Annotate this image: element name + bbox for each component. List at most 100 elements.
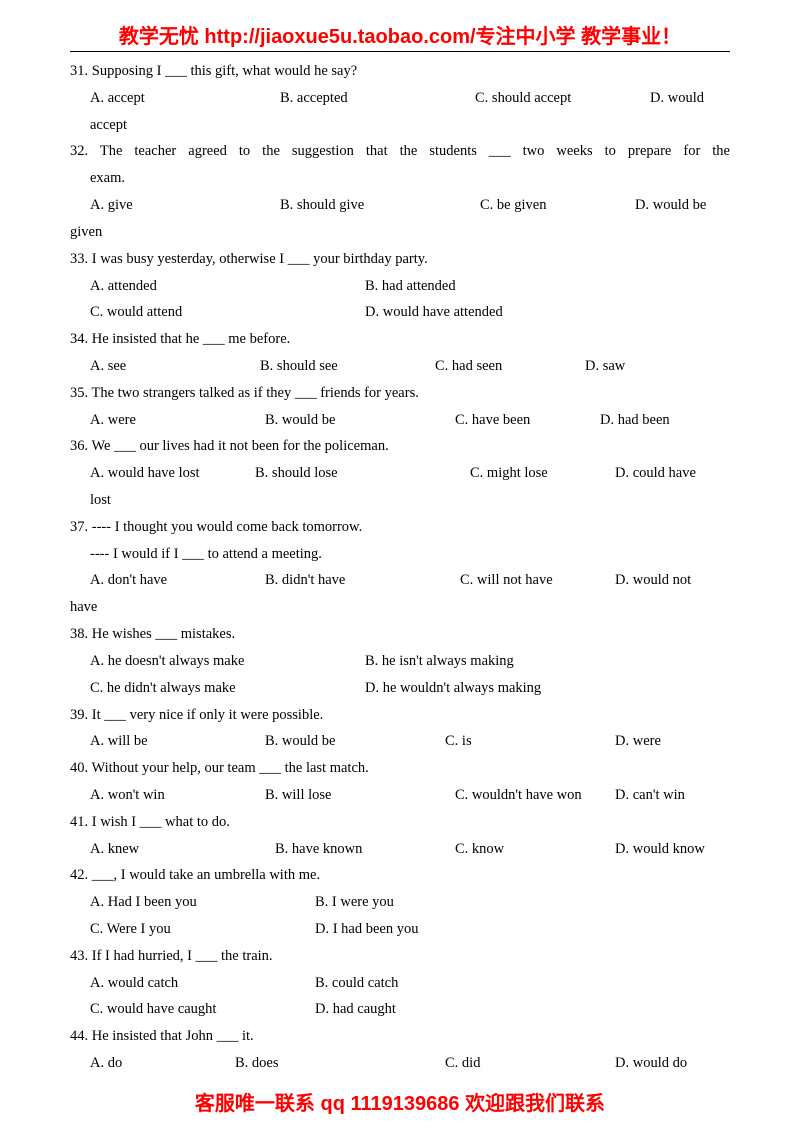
question-options: A. do B. does C. did D. would do [70, 1050, 730, 1077]
option-a: A. would catch [90, 970, 315, 997]
question-40: 40. Without your help, our team ___ the … [70, 755, 730, 809]
option-a: A. will be [90, 728, 265, 755]
option-b: B. should give [280, 192, 480, 219]
page-footer: 客服唯一联系 qq 1119139686 欢迎跟我们联系 [70, 1087, 730, 1116]
question-34: 34. He insisted that he ___ me before. A… [70, 326, 730, 380]
option-b: B. will lose [265, 782, 455, 809]
question-options: A. attended B. had attended C. would att… [70, 273, 730, 327]
question-stem: 33. I was busy yesterday, otherwise I __… [70, 246, 730, 273]
question-39: 39. It ___ very nice if only it were pos… [70, 702, 730, 756]
question-stem: 38. He wishes ___ mistakes. [70, 621, 730, 648]
question-43: 43. If I had hurried, I ___ the train. A… [70, 943, 730, 1023]
footer-qq: 1119139686 [345, 1093, 465, 1115]
option-c: C. have been [455, 407, 600, 434]
question-stem: 31. Supposing I ___ this gift, what woul… [70, 58, 730, 85]
question-options: A. Had I been you B. I were you C. Were … [70, 889, 730, 943]
option-c: C. Were I you [90, 916, 315, 943]
header-right: 专注中小学 教学事业！ [476, 26, 682, 48]
option-a: A. knew [90, 836, 275, 863]
question-33: 33. I was busy yesterday, otherwise I __… [70, 246, 730, 326]
question-44: 44. He insisted that John ___ it. A. do … [70, 1023, 730, 1077]
question-31: 31. Supposing I ___ this gift, what woul… [70, 58, 730, 138]
option-b: B. should see [260, 353, 435, 380]
option-b: B. could catch [315, 970, 398, 997]
question-42: 42. ___, I would take an umbrella with m… [70, 862, 730, 942]
option-d: D. had been [600, 407, 670, 434]
option-a: A. would have lost [90, 460, 255, 487]
option-c: C. did [445, 1050, 615, 1077]
question-35: 35. The two strangers talked as if they … [70, 380, 730, 434]
question-stem: 37. ---- I thought you would come back t… [70, 514, 730, 541]
option-d: D. would know [615, 836, 705, 863]
question-32: 32. The teacher agreed to the suggestion… [70, 138, 730, 245]
option-a: A. attended [90, 273, 365, 300]
option-d: D. he wouldn't always making [365, 675, 541, 702]
option-d: D. would not [615, 567, 691, 594]
option-d: D. can't win [615, 782, 685, 809]
question-stem: 43. If I had hurried, I ___ the train. [70, 943, 730, 970]
question-list: 31. Supposing I ___ this gift, what woul… [70, 51, 730, 1077]
option-a: A. he doesn't always make [90, 648, 365, 675]
option-c: C. might lose [470, 460, 615, 487]
question-options: A. won't win B. will lose C. wouldn't ha… [70, 782, 730, 809]
option-d: D. were [615, 728, 661, 755]
option-d: D. could have [615, 460, 696, 487]
option-wrap: have [70, 594, 730, 621]
question-options: A. don't have B. didn't have C. will not… [70, 567, 730, 621]
question-36: 36. We ___ our lives had it not been for… [70, 433, 730, 513]
option-c: C. he didn't always make [90, 675, 365, 702]
question-41: 41. I wish I ___ what to do. A. knew B. … [70, 809, 730, 863]
question-options: A. would have lost B. should lose C. mig… [70, 460, 730, 514]
question-stem-cont: ---- I would if I ___ to attend a meetin… [70, 541, 730, 568]
option-c: C. would attend [90, 299, 365, 326]
question-stem: 42. ___, I would take an umbrella with m… [70, 862, 730, 889]
option-d: D. had caught [315, 996, 396, 1023]
option-d: D. would be [635, 192, 706, 219]
option-a: A. accept [90, 85, 280, 112]
page: 教学无忧 http://jiaoxue5u.taobao.com/专注中小学 教… [0, 20, 800, 1116]
option-a: A. Had I been you [90, 889, 315, 916]
question-38: 38. He wishes ___ mistakes. A. he doesn'… [70, 621, 730, 701]
question-options: A. would catch B. could catch C. would h… [70, 970, 730, 1024]
option-d: D. would [650, 85, 704, 112]
question-options: A. see B. should see C. had seen D. saw [70, 353, 730, 380]
option-b: B. accepted [280, 85, 475, 112]
option-b: B. didn't have [265, 567, 460, 594]
footer-left: 客服唯一联系 qq [195, 1093, 345, 1115]
option-wrap: lost [90, 487, 730, 514]
footer-right: 欢迎跟我们联系 [465, 1093, 605, 1115]
option-b: B. have known [275, 836, 455, 863]
header-url: http://jiaoxue5u.taobao.com/ [204, 26, 475, 48]
option-d: D. saw [585, 353, 625, 380]
question-stem: 44. He insisted that John ___ it. [70, 1023, 730, 1050]
option-a: A. were [90, 407, 265, 434]
option-a: A. won't win [90, 782, 265, 809]
page-header: 教学无忧 http://jiaoxue5u.taobao.com/专注中小学 教… [70, 20, 730, 49]
header-left: 教学无忧 [119, 26, 205, 48]
option-c: C. wouldn't have won [455, 782, 615, 809]
option-b: B. would be [265, 407, 455, 434]
option-c: C. be given [480, 192, 635, 219]
question-options: A. will be B. would be C. is D. were [70, 728, 730, 755]
option-wrap: given [70, 219, 730, 246]
question-stem: 39. It ___ very nice if only it were pos… [70, 702, 730, 729]
option-d: D. would do [615, 1050, 687, 1077]
option-b: B. he isn't always making [365, 648, 514, 675]
option-c: C. had seen [435, 353, 585, 380]
question-stem-cont: exam. [70, 165, 730, 192]
option-b: B. should lose [255, 460, 470, 487]
option-c: C. will not have [460, 567, 615, 594]
option-b: B. would be [265, 728, 445, 755]
option-c: C. would have caught [90, 996, 315, 1023]
question-options: A. knew B. have known C. know D. would k… [70, 836, 730, 863]
option-d: D. I had been you [315, 916, 418, 943]
question-stem: 36. We ___ our lives had it not been for… [70, 433, 730, 460]
option-b: B. I were you [315, 889, 394, 916]
option-a: A. see [90, 353, 260, 380]
option-d: D. would have attended [365, 299, 503, 326]
option-a: A. do [90, 1050, 235, 1077]
option-b: B. had attended [365, 273, 456, 300]
option-b: B. does [235, 1050, 445, 1077]
question-stem: 41. I wish I ___ what to do. [70, 809, 730, 836]
question-options: A. he doesn't always make B. he isn't al… [70, 648, 730, 702]
